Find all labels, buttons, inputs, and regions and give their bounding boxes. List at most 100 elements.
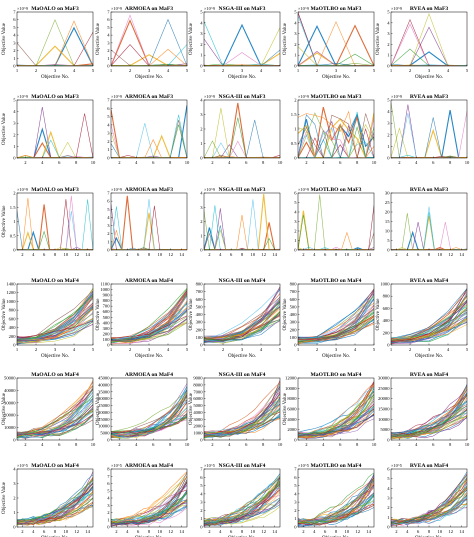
- subplot-title: NSGA-III on MaF4: [219, 463, 266, 469]
- axes-box: [390, 192, 468, 251]
- y-tick-label: 2: [294, 229, 297, 234]
- x-tick-label: 6: [230, 529, 233, 534]
- series-group: [298, 194, 374, 250]
- y-tick-label: 7: [13, 10, 16, 15]
- y-tick-label: 2: [294, 508, 297, 513]
- x-tick-label: 6: [137, 529, 140, 534]
- series-line: [298, 409, 374, 437]
- x-tick-label: 10: [185, 442, 190, 447]
- x-tick-label: 5: [466, 347, 469, 352]
- y-exponent: ×10^9: [298, 6, 309, 11]
- x-tick-label: 6: [137, 252, 140, 257]
- series-line: [111, 473, 187, 521]
- x-tick-label: 4: [167, 347, 170, 352]
- y-tick-label: 1000: [380, 282, 390, 287]
- y-tick-label: 4: [200, 98, 203, 103]
- x-tick-label: 14: [85, 252, 90, 257]
- series-line: [298, 418, 374, 439]
- y-tick-label: 0: [13, 248, 16, 253]
- y-tick-label: 4: [387, 20, 390, 25]
- y-tick-label: 25: [385, 200, 390, 205]
- y-tick-label: 10: [385, 229, 390, 234]
- x-tick-label: 8: [335, 252, 338, 257]
- series-group: [204, 286, 280, 344]
- series-line: [391, 477, 467, 524]
- y-exponent: ×10^5: [298, 463, 309, 468]
- x-tick-label: 4: [135, 442, 138, 447]
- series-line: [391, 485, 467, 525]
- y-tick-label: 0: [387, 64, 390, 69]
- y-tick-label: 4: [294, 20, 297, 25]
- subplot-title: MaOTLBO on MaF3: [311, 94, 362, 100]
- y-tick-label: 40000: [98, 382, 110, 387]
- x-tick-label: 8: [54, 529, 57, 534]
- y-tick-label: 3000: [193, 417, 203, 422]
- y-tick-label: 800: [9, 308, 17, 313]
- y-tick-label: 300: [290, 320, 298, 325]
- subplot-title: RVEA on MaF4: [410, 278, 449, 284]
- y-tick-label: 1: [294, 127, 297, 132]
- series-line: [298, 492, 374, 522]
- x-tick-label: 1: [297, 68, 300, 73]
- series-line: [204, 497, 280, 523]
- y-tick-label: 6: [107, 106, 110, 111]
- y-exponent: ×10^9: [298, 187, 309, 192]
- series-group: [17, 471, 93, 526]
- series-line: [17, 107, 93, 158]
- series-line: [17, 113, 93, 158]
- y-tick-label: 2: [13, 48, 16, 53]
- series-line: [298, 484, 374, 525]
- series-line: [391, 321, 467, 343]
- series-line: [111, 500, 187, 522]
- x-tick-label: 4: [167, 68, 170, 73]
- x-tick-label: 6: [417, 252, 420, 257]
- series-line: [111, 471, 187, 522]
- y-tick-label: 3: [387, 496, 390, 501]
- y-tick-label: 5: [387, 10, 390, 15]
- y-tick-label: 3: [107, 40, 110, 45]
- y-tick-label: 15000: [378, 407, 390, 412]
- y-tick-label: 20000: [4, 413, 16, 418]
- series-line: [111, 288, 187, 344]
- y-tick-label: 0: [200, 525, 203, 530]
- y-tick-label: 2: [387, 42, 390, 47]
- y-tick-label: 6: [387, 467, 390, 472]
- y-tick-label: 40000: [4, 388, 16, 393]
- y-tick-label: 10000: [98, 424, 110, 429]
- y-tick-label: 10000: [285, 386, 297, 391]
- x-tick-label: 6: [324, 529, 327, 534]
- subplot-16: 0 200 400 600 800 1000 1200 1400 1 2 3 4 5 MaOALO on …: [2, 278, 95, 359]
- series-line: [391, 301, 467, 341]
- series-line: [17, 385, 93, 434]
- x-tick-label: 14: [459, 252, 464, 257]
- series-line: [204, 288, 280, 341]
- y-tick-label: 3: [107, 503, 110, 508]
- series-line: [298, 318, 374, 344]
- series-line: [111, 395, 187, 433]
- series-line: [298, 123, 374, 158]
- series-line: [298, 315, 374, 344]
- subplot-title: ARMOEA on MaF3: [125, 94, 173, 100]
- x-tick-label: 1: [110, 347, 113, 352]
- y-tick-label: 25000: [98, 403, 110, 408]
- y-tick-label: 1100: [100, 282, 110, 287]
- y-tick-label: 3: [200, 112, 203, 117]
- x-tick-label: 5: [92, 68, 95, 73]
- y-tick-label: 1: [107, 56, 110, 61]
- x-tick-label: 2: [35, 68, 38, 73]
- y-tick-label: 1: [107, 517, 110, 522]
- y-tick-label: 3: [13, 481, 16, 486]
- series-line: [17, 382, 93, 437]
- series-group: [111, 383, 187, 439]
- series-line: [111, 302, 187, 340]
- x-axis-label: Objective No.: [228, 75, 256, 80]
- y-tick-label: 5000: [380, 427, 390, 432]
- series-line: [111, 18, 187, 66]
- x-tick-label: 3: [241, 347, 244, 352]
- y-tick-label: 1: [107, 239, 110, 244]
- series-group: [204, 21, 280, 66]
- series-line: [204, 117, 280, 158]
- series-line: [204, 305, 280, 340]
